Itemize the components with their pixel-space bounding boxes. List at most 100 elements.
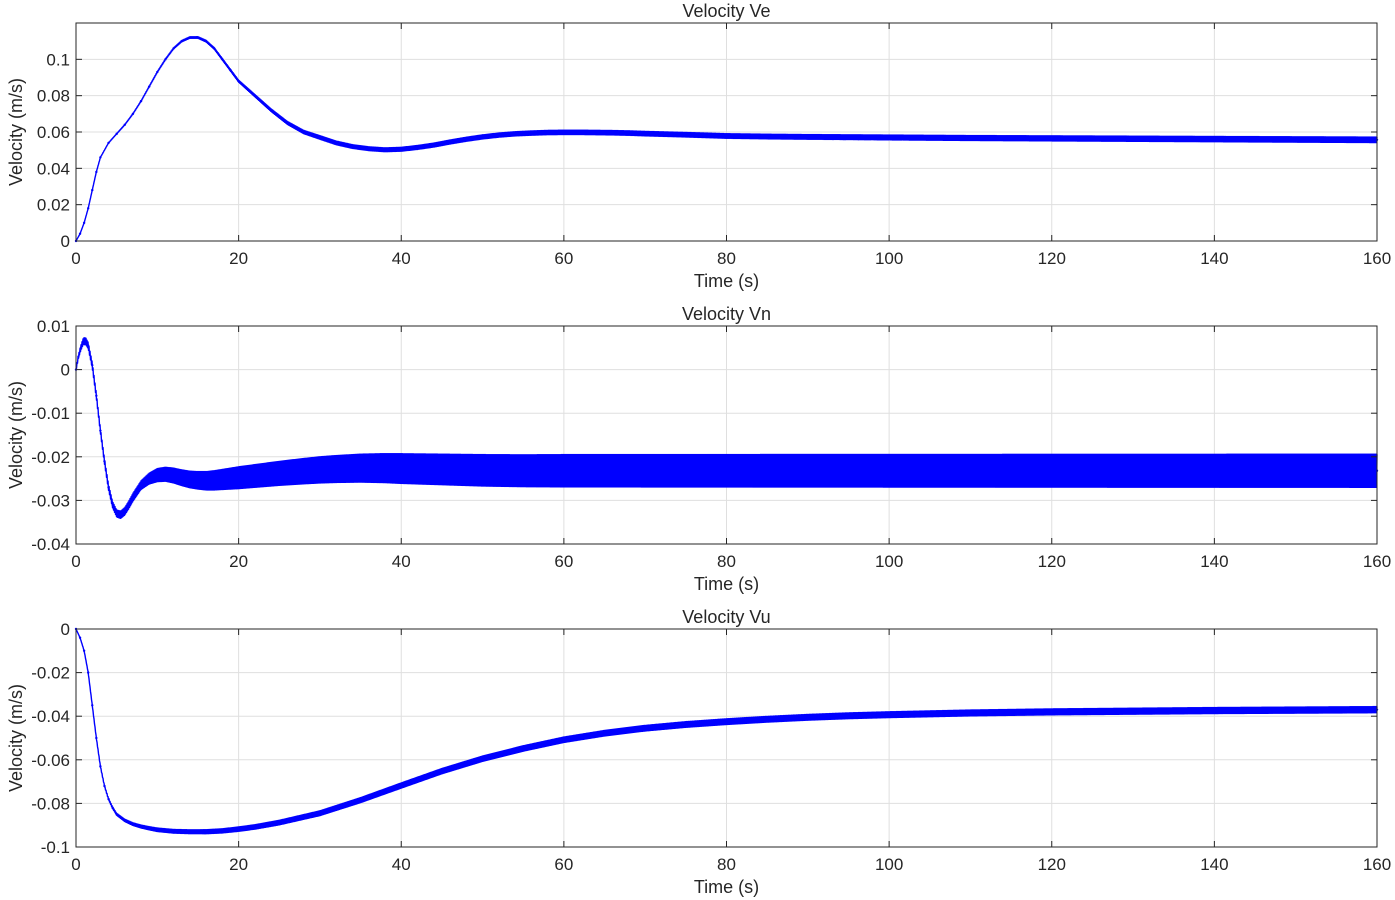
data-point	[440, 769, 444, 773]
y-tick-label: 0	[61, 232, 70, 251]
chart-title: Velocity Ve	[682, 1, 770, 21]
data-point	[77, 355, 80, 358]
x-tick-label: 60	[554, 249, 573, 268]
data-point	[432, 143, 435, 147]
data-point	[84, 340, 87, 343]
data-point	[302, 469, 305, 473]
data-point	[111, 806, 114, 809]
data-point	[139, 825, 143, 828]
data-point	[131, 822, 135, 826]
data-point	[99, 765, 102, 768]
x-tick-label: 0	[71, 855, 80, 874]
data-point	[847, 714, 850, 717]
data-point	[448, 140, 452, 144]
data-point	[82, 221, 86, 225]
data-point	[1294, 708, 1297, 712]
data-point	[204, 830, 208, 833]
data-point	[213, 479, 216, 482]
x-tick-label: 120	[1038, 552, 1066, 571]
data-point	[147, 477, 151, 480]
data-point	[82, 649, 86, 652]
x-tick-label: 100	[875, 552, 903, 571]
data-point	[139, 99, 143, 103]
data-point	[95, 394, 98, 397]
data-point	[318, 468, 322, 472]
data-point	[400, 784, 403, 787]
y-tick-label: -0.08	[31, 794, 70, 813]
data-point	[383, 466, 387, 470]
y-tick-label: -0.04	[31, 707, 70, 726]
data-point	[1131, 137, 1135, 140]
data-point	[111, 503, 114, 506]
x-tick-label: 160	[1363, 855, 1391, 874]
data-point	[611, 131, 614, 134]
data-point	[1213, 137, 1216, 141]
series-line	[75, 628, 1378, 835]
data-point	[546, 131, 549, 134]
data-point	[278, 472, 281, 475]
x-tick-label: 60	[554, 855, 573, 874]
data-point	[221, 478, 224, 481]
y-tick-label: 0.1	[46, 50, 70, 69]
data-point	[204, 479, 208, 482]
data-point	[725, 720, 728, 723]
y-tick-label: 0.04	[37, 159, 70, 178]
x-tick-label: 60	[554, 552, 573, 571]
x-tick-label: 80	[717, 855, 736, 874]
data-point	[213, 47, 216, 50]
data-point	[107, 797, 110, 801]
data-point	[87, 344, 90, 347]
y-tick-label: 0.08	[37, 87, 70, 106]
y-tick-label: -0.03	[31, 491, 70, 510]
y-tick-label: -0.1	[41, 838, 70, 857]
data-point	[969, 136, 972, 140]
data-point	[1050, 710, 1053, 714]
data-point	[887, 469, 891, 472]
data-point	[643, 132, 647, 135]
x-tick-label: 20	[229, 552, 248, 571]
data-point	[99, 429, 102, 432]
x-tick-label: 140	[1200, 855, 1228, 874]
data-point	[351, 145, 354, 148]
data-point	[269, 109, 273, 112]
x-tick-label: 40	[392, 855, 411, 874]
data-point	[497, 133, 501, 137]
data-point	[115, 512, 118, 515]
data-point	[82, 340, 85, 343]
y-tick-label: -0.04	[31, 535, 70, 554]
data-point	[115, 132, 118, 136]
x-tick-label: 160	[1363, 249, 1391, 268]
y-axis-label: Velocity (m/s)	[6, 78, 26, 186]
x-tick-label: 20	[229, 855, 248, 874]
data-point	[562, 738, 566, 741]
data-point	[147, 827, 151, 830]
data-point	[522, 469, 525, 472]
data-point	[127, 503, 131, 506]
x-tick-label: 140	[1200, 249, 1228, 268]
data-point	[1050, 137, 1053, 140]
data-point	[123, 510, 126, 513]
data-point	[1294, 138, 1297, 141]
data-point	[180, 39, 183, 43]
data-point	[131, 112, 135, 116]
data-point	[359, 466, 362, 470]
x-tick-label: 80	[717, 249, 736, 268]
data-point	[481, 469, 484, 472]
x-tick-label: 100	[875, 855, 903, 874]
data-point	[91, 704, 94, 707]
data-point	[765, 718, 769, 721]
y-tick-label: -0.01	[31, 404, 70, 423]
data-point	[400, 467, 403, 470]
data-point	[302, 130, 305, 134]
y-tick-label: 0	[61, 620, 70, 639]
x-tick-label: 160	[1363, 552, 1391, 571]
data-point	[887, 136, 891, 139]
data-point	[578, 131, 582, 134]
data-point	[180, 476, 183, 479]
data-point	[196, 36, 200, 39]
chart-title: Velocity Vu	[682, 607, 770, 627]
y-tick-label: 0.02	[37, 196, 70, 215]
y-tick-label: 0.01	[37, 317, 70, 336]
subplot-2: 0 20 40 60 80 100 120 140 160 -0.04 -0.03 -0.02 -0.0…	[6, 304, 1391, 594]
data-point	[91, 364, 94, 367]
